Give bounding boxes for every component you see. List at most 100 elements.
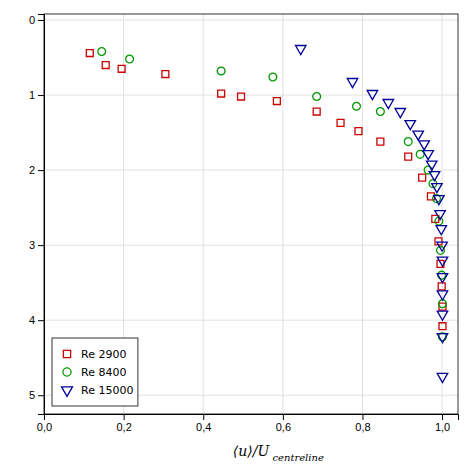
tick: 0,4 bbox=[196, 414, 211, 433]
point bbox=[313, 108, 320, 115]
tick-label: 0,8 bbox=[355, 421, 370, 433]
point bbox=[217, 67, 225, 75]
tick-mark bbox=[124, 414, 125, 420]
tick-mark bbox=[362, 414, 363, 420]
tick: 1,0 bbox=[435, 414, 450, 433]
point bbox=[347, 79, 358, 88]
tick-mark bbox=[203, 414, 204, 420]
grid-line bbox=[44, 245, 458, 246]
point bbox=[429, 172, 440, 181]
points bbox=[86, 45, 447, 382]
tick-label: 0 bbox=[29, 14, 35, 26]
tick-label: 0,4 bbox=[196, 421, 211, 433]
point bbox=[437, 274, 448, 283]
point bbox=[437, 291, 448, 300]
grid-line bbox=[44, 95, 458, 96]
point bbox=[435, 211, 446, 220]
point bbox=[102, 62, 109, 69]
point bbox=[439, 323, 446, 330]
point bbox=[432, 184, 443, 193]
tick: 3 bbox=[29, 239, 44, 251]
point bbox=[419, 141, 430, 150]
grid bbox=[44, 14, 458, 414]
tick-label: 2 bbox=[29, 164, 35, 176]
point bbox=[218, 90, 225, 97]
tick-mark bbox=[38, 20, 44, 21]
point bbox=[269, 73, 277, 81]
point bbox=[86, 50, 93, 57]
y-axis: 0 1 2 3 4 5 bbox=[29, 14, 45, 414]
legend-box bbox=[52, 338, 138, 406]
chart: 0,00,20,40,60,81,0012345Re 2900Re 8400Re… bbox=[0, 0, 474, 474]
legend-item: Re 8400 bbox=[63, 366, 126, 379]
point bbox=[434, 196, 445, 205]
tick: 2 bbox=[29, 164, 44, 176]
tick: 0,8 bbox=[355, 414, 370, 433]
point bbox=[437, 334, 448, 343]
point bbox=[405, 121, 416, 130]
grid-line bbox=[44, 20, 458, 21]
point bbox=[313, 93, 321, 101]
annotation: centreline bbox=[272, 452, 324, 463]
axis-line bbox=[38, 15, 45, 415]
point bbox=[405, 153, 412, 160]
tick-label: 0,2 bbox=[116, 421, 131, 433]
tick: 4 bbox=[29, 314, 44, 326]
point bbox=[437, 257, 448, 266]
grid-line bbox=[282, 14, 283, 414]
point bbox=[295, 45, 306, 54]
legend-marker bbox=[62, 387, 73, 396]
point bbox=[118, 65, 125, 72]
legend-label: Re 2900 bbox=[81, 348, 126, 361]
x-axis-label: ⟨u⟩/U bbox=[233, 443, 271, 459]
point bbox=[355, 128, 362, 135]
point bbox=[376, 108, 384, 116]
legend-item: Re 2900 bbox=[63, 348, 126, 361]
grid-line bbox=[362, 14, 363, 414]
point bbox=[238, 93, 245, 100]
tick-label: 0,0 bbox=[37, 421, 52, 433]
grid-line bbox=[44, 170, 458, 171]
tick: 0 bbox=[29, 14, 44, 26]
tick-label: 4 bbox=[29, 314, 35, 326]
point bbox=[423, 151, 434, 160]
point bbox=[438, 283, 445, 290]
tick-label: 3 bbox=[29, 239, 35, 251]
point bbox=[426, 161, 437, 170]
point bbox=[437, 242, 448, 251]
plot-area: 0,00,20,40,60,81,0012345Re 2900Re 8400Re… bbox=[29, 14, 459, 433]
tick-label: 5 bbox=[29, 389, 35, 401]
legend: Re 2900 Re 8400 Re 15000 bbox=[52, 338, 138, 406]
point bbox=[367, 91, 378, 100]
tick-mark bbox=[283, 414, 284, 420]
x-axis: 0,00,20,40,60,81,0 bbox=[37, 414, 459, 433]
legend-item: Re 15000 bbox=[62, 384, 134, 397]
tick-mark bbox=[38, 245, 44, 246]
point bbox=[437, 373, 448, 382]
point bbox=[383, 100, 394, 109]
point bbox=[377, 138, 384, 145]
legend-label: Re 15000 bbox=[81, 384, 133, 397]
point bbox=[353, 102, 361, 110]
tick-mark bbox=[38, 320, 44, 321]
tick: 0,0 bbox=[37, 414, 52, 433]
grid-line bbox=[44, 320, 458, 321]
legend-marker bbox=[63, 368, 71, 376]
point bbox=[395, 109, 406, 118]
tick: 0,2 bbox=[116, 414, 131, 433]
axis-line bbox=[45, 415, 459, 421]
point bbox=[126, 55, 134, 63]
tick: 5 bbox=[29, 389, 44, 401]
series bbox=[295, 45, 447, 382]
legend-label: Re 8400 bbox=[81, 366, 126, 379]
point bbox=[98, 48, 106, 56]
tick: 1 bbox=[29, 89, 44, 101]
grid-line bbox=[442, 14, 443, 414]
series bbox=[98, 48, 447, 341]
legend-marker bbox=[63, 350, 70, 357]
tick-mark bbox=[442, 414, 443, 420]
point bbox=[424, 166, 432, 174]
tick-mark bbox=[38, 95, 44, 96]
grid-line bbox=[203, 14, 204, 414]
point bbox=[437, 311, 448, 320]
